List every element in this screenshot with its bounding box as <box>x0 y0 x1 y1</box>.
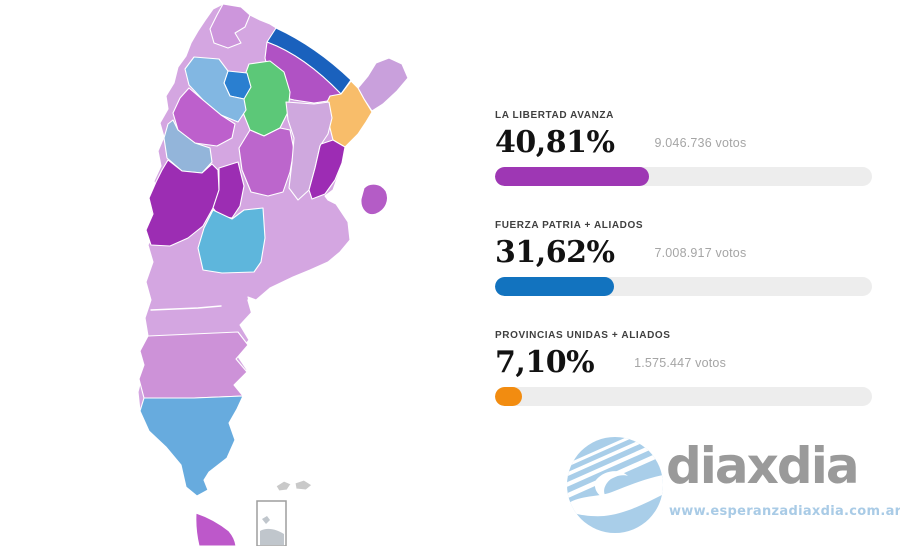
logo-url: www.esperanzadiaxdia.com.ar <box>669 504 900 519</box>
argentina-map <box>118 0 418 546</box>
province-mendoza[interactable] <box>145 159 220 247</box>
bar-track <box>495 167 872 186</box>
province-jujuy[interactable] <box>209 3 251 49</box>
bar-fill <box>495 167 649 186</box>
province-san-luis[interactable] <box>212 161 245 219</box>
islands-malvinas[interactable] <box>275 479 313 492</box>
bar-track <box>495 277 872 296</box>
diaxdia-globe-icon <box>567 437 663 533</box>
province-chubut[interactable] <box>138 331 249 399</box>
party-label: FUERZA PATRIA + ALIADOS <box>495 220 644 231</box>
border-neuquen-rionegro <box>150 305 222 311</box>
province-santa-cruz[interactable] <box>139 395 244 497</box>
bar-fill <box>495 277 615 296</box>
province-caba[interactable] <box>360 183 389 216</box>
bar-fill <box>495 387 522 406</box>
province-la-rioja[interactable] <box>172 87 236 147</box>
bar-track <box>495 387 872 406</box>
province-entre-rios[interactable] <box>308 139 346 200</box>
logo-wordmark: diaxdia <box>666 437 860 495</box>
party-label: PROVINCIAS UNIDAS + ALIADOS <box>495 330 671 341</box>
argentina-map-svg <box>137 3 409 546</box>
province-cordoba[interactable] <box>238 127 295 197</box>
antarctic-inset <box>256 500 287 546</box>
party-result-fuerza-patria: FUERZA PATRIA + ALIADOS 31,62% 7.008.917… <box>495 219 872 296</box>
party-votes: 9.046.736 votos <box>654 136 747 150</box>
party-result-la-libertad-avanza: LA LIBERTAD AVANZA 40,81% 9.046.736 voto… <box>495 109 872 186</box>
party-label: LA LIBERTAD AVANZA <box>495 110 614 121</box>
inset-land <box>260 516 284 545</box>
party-result-provincias-unidas: PROVINCIAS UNIDAS + ALIADOS 7,10% 1.575.… <box>495 329 872 406</box>
party-percent: 7,10% <box>495 345 595 380</box>
province-catamarca[interactable] <box>184 56 247 123</box>
province-tierra-del-fuego[interactable] <box>195 512 237 546</box>
party-percent: 31,62% <box>495 235 615 270</box>
party-votes: 1.575.447 votos <box>634 356 727 370</box>
results-panel: LA LIBERTAD AVANZA 40,81% 9.046.736 voto… <box>495 109 872 439</box>
border-rionegro-buenosaires <box>247 299 253 315</box>
province-la-pampa[interactable] <box>197 207 266 274</box>
diaxdia-watermark: diaxdia www.esperanzadiaxdia.com.ar <box>566 436 900 538</box>
party-votes: 7.008.917 votos <box>654 246 747 260</box>
party-percent: 40,81% <box>495 125 615 160</box>
province-misiones[interactable] <box>357 57 409 112</box>
